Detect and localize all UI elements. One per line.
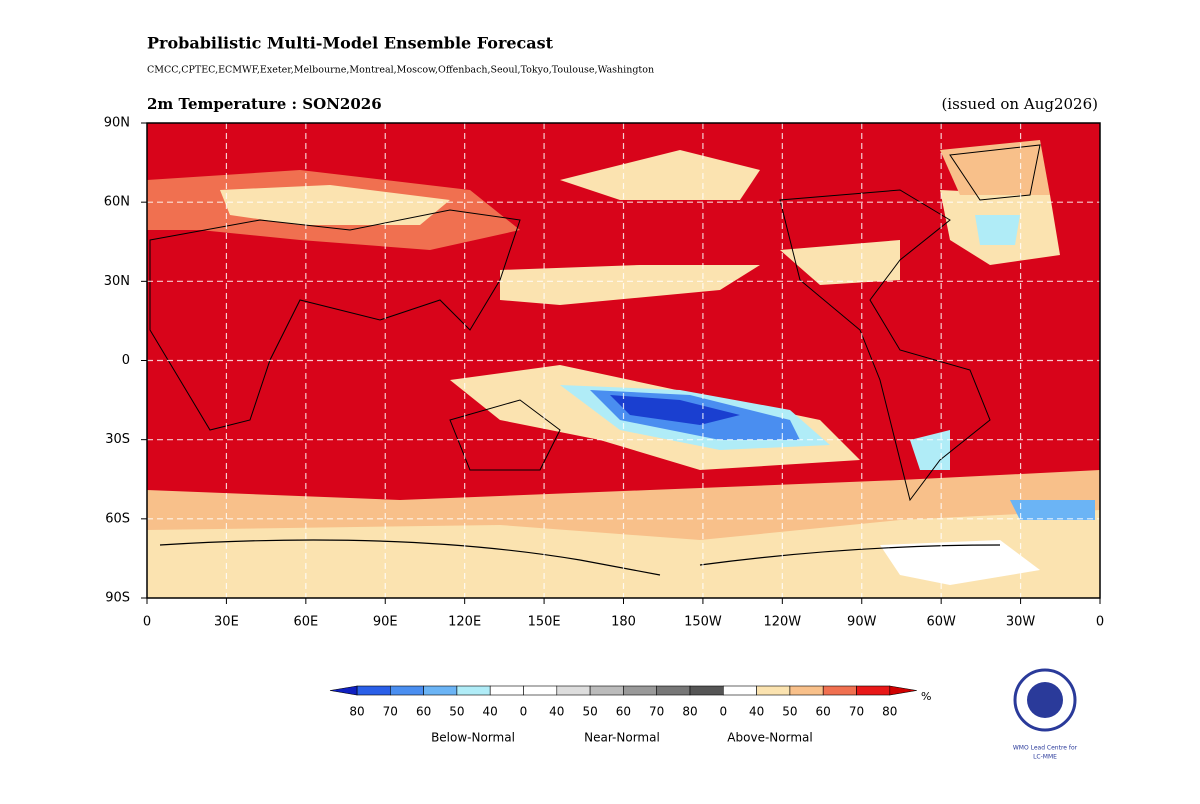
colorbar-box (656, 685, 691, 696)
colorbar-label: 80 (682, 705, 697, 719)
coastline (949, 144, 1041, 201)
coastline (449, 399, 561, 471)
lon-label: 120E (448, 615, 481, 630)
logo-globe (1027, 682, 1063, 718)
colorbar-arrow (889, 685, 917, 696)
lat-label: 30N (104, 274, 130, 289)
colorbar-label: 70 (649, 705, 664, 719)
colorbar-box (423, 685, 458, 696)
region (500, 265, 760, 305)
lon-label: 0 (143, 615, 151, 630)
lon-label: 30E (214, 615, 239, 630)
issued: (issued on Aug2026) (941, 95, 1098, 113)
colorbar-category: Near-Normal (584, 731, 660, 745)
map (146, 122, 1101, 599)
colorbar-label: 70 (849, 705, 864, 719)
region (1010, 500, 1095, 520)
region (610, 395, 740, 425)
colorbar-label: 50 (582, 705, 597, 719)
lon-label: 90W (847, 615, 877, 630)
lon-label: 120W (763, 615, 801, 630)
colorbar-box (689, 685, 724, 696)
colorbar-category: Above-Normal (727, 731, 812, 745)
colorbar-box (756, 685, 791, 696)
lat-label: 0 (122, 353, 130, 368)
colorbar-label: 40 (483, 705, 498, 719)
colorbar-unit: % (921, 690, 931, 703)
colorbar-label: 50 (449, 705, 464, 719)
region (975, 215, 1020, 245)
colorbar-category: Below-Normal (431, 731, 515, 745)
lat-label: 90N (104, 116, 130, 131)
lat-label: 60N (104, 195, 130, 210)
subtitle: CMCC,CPTEC,ECMWF,Exeter,Melbourne,Montre… (147, 65, 654, 76)
colorbar-label: 60 (616, 705, 631, 719)
coastline (159, 539, 1001, 576)
coastline (149, 209, 521, 431)
variable: 2m Temperature : SON2026 (147, 95, 382, 113)
logo-text: WMO Lead Centre for (1013, 745, 1078, 752)
lat-label: 60S (105, 511, 130, 526)
colorbar-box (489, 685, 524, 696)
lat-label: 90S (105, 591, 130, 606)
logo-text: LC-MME (1033, 754, 1057, 761)
lon-label: 180 (611, 615, 636, 630)
lat-label: 30S (105, 432, 130, 447)
colorbar-label: 0 (719, 705, 727, 719)
colorbar-box (856, 685, 891, 696)
colorbar-box (523, 685, 558, 696)
colorbar-box (356, 685, 391, 696)
colorbar-label: 80 (349, 705, 364, 719)
colorbar-label: 40 (749, 705, 764, 719)
lon-label: 150E (528, 615, 561, 630)
logo: WMO Lead Centre for LC-MME (1013, 668, 1078, 761)
colorbar-label: 60 (816, 705, 831, 719)
logo-emblem (1013, 668, 1077, 732)
coastline (779, 189, 991, 502)
lon-label: 60E (293, 615, 318, 630)
colorbar-box (822, 685, 857, 696)
colorbar-label: 60 (416, 705, 431, 719)
colorbar-label: 50 (782, 705, 797, 719)
colorbar-label: 80 (882, 705, 897, 719)
colorbar-box (722, 685, 757, 696)
colorbar-box (789, 685, 824, 696)
lon-label: 0 (1096, 615, 1104, 630)
lon-label: 150W (684, 615, 722, 630)
colorbar-box (389, 685, 424, 696)
lon-label: 30W (1006, 615, 1036, 630)
colorbar-label: 0 (520, 705, 528, 719)
lon-label: 90E (373, 615, 398, 630)
region (780, 240, 900, 285)
region (560, 150, 760, 200)
region (220, 185, 450, 225)
colorbar-box (623, 685, 658, 696)
lon-label: 60W (926, 615, 956, 630)
colorbar-box (556, 685, 591, 696)
title: Probabilistic Multi-Model Ensemble Forec… (147, 34, 554, 53)
colorbar-box (589, 685, 624, 696)
colorbar-box (456, 685, 491, 696)
colorbar-label: 40 (549, 705, 564, 719)
colorbar-label: 70 (383, 705, 398, 719)
colorbar-arrow (329, 685, 358, 696)
region (880, 540, 1040, 585)
